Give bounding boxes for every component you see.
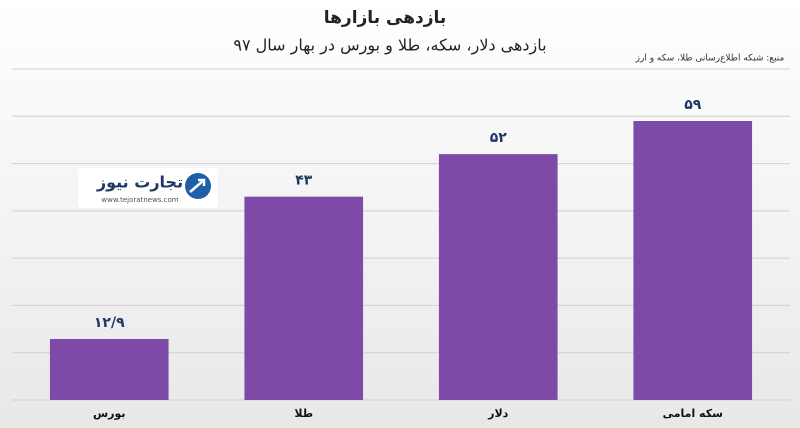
chart-subtitle: بازدهی دلار، سکه، طلا و بورس در بهار سال… xyxy=(233,36,546,56)
bar xyxy=(49,339,169,400)
bar xyxy=(438,154,558,400)
source: منبع: شبکه اطلاع‌رسانی طلا، سکه و ارز xyxy=(635,54,785,64)
bar xyxy=(244,196,364,400)
logo: تجارت نیوز www.tejoratnews.com xyxy=(78,168,218,208)
value-label: ۵۹ xyxy=(684,97,702,113)
logo-background xyxy=(78,168,218,208)
logo-arrow xyxy=(189,178,206,193)
value-label: ۵۲ xyxy=(490,130,508,146)
value-label: ۴۳ xyxy=(295,173,313,189)
chart-title: بازدهی بازارها xyxy=(324,8,447,28)
logo-url: www.tejoratnews.com xyxy=(101,196,178,204)
x-tick-label: بورس xyxy=(93,407,126,420)
bar xyxy=(633,121,753,400)
x-tick-label: سکه امامی xyxy=(663,407,723,420)
x-tick-label: طلا xyxy=(294,407,313,420)
logo-name: تجارت نیوز xyxy=(96,173,183,192)
x-tick-label: دلار xyxy=(487,407,509,420)
value-label: ۱۲/۹ xyxy=(94,315,125,331)
